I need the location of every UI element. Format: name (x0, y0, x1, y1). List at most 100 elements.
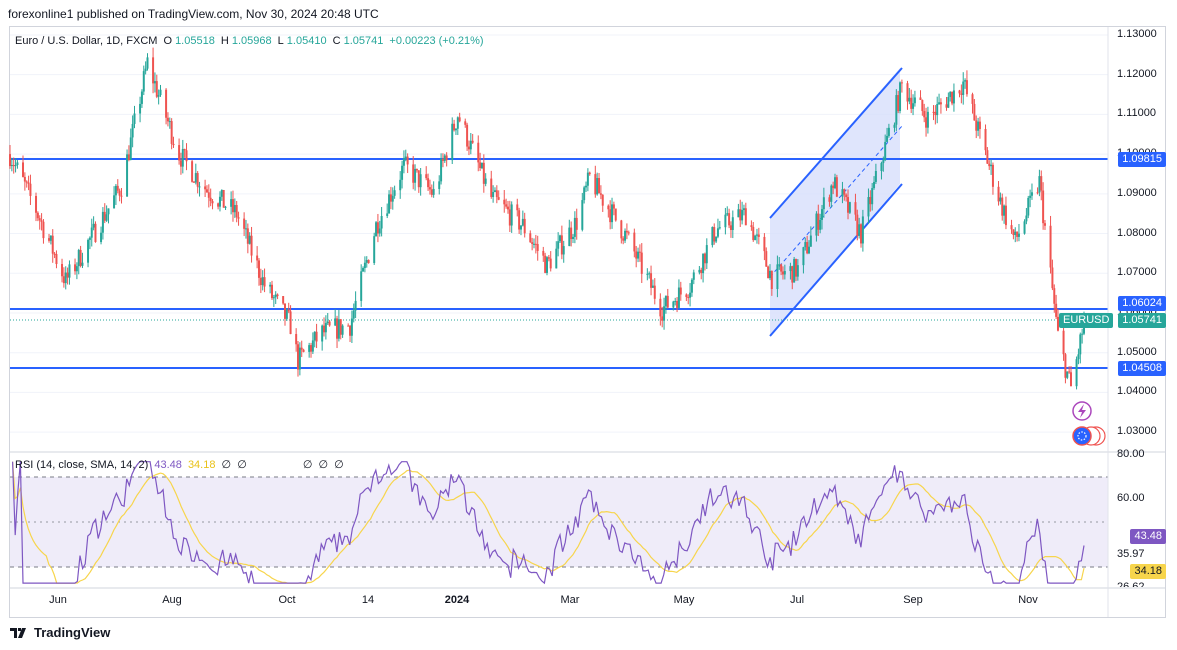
candle-body (352, 310, 355, 319)
candle-body (471, 140, 474, 143)
candle-body (744, 208, 747, 226)
candle-body (503, 199, 506, 205)
candle-body (951, 91, 954, 104)
candle-body (867, 197, 870, 217)
candle-body (482, 162, 485, 184)
events-icon[interactable] (1072, 426, 1106, 446)
candle-body (443, 155, 446, 161)
candle-body (1053, 288, 1056, 304)
candle-body (243, 218, 246, 229)
candle-body (1003, 205, 1006, 216)
candle-body (297, 344, 300, 370)
candle-body (895, 95, 898, 125)
candle-body (287, 309, 290, 312)
candle-body (1062, 330, 1065, 355)
channel-upper-line[interactable] (769, 67, 903, 219)
candle-body (1017, 233, 1020, 237)
candle-body (1010, 225, 1013, 230)
candle-body (220, 189, 223, 197)
candle-body (599, 193, 602, 195)
candle-body (365, 259, 368, 263)
candle-body (107, 208, 110, 215)
candle-body (646, 273, 649, 275)
candle-body (313, 331, 316, 341)
candle-body (469, 140, 472, 150)
candle-body (166, 117, 169, 122)
candle-body (871, 188, 874, 205)
candle-body (23, 176, 26, 182)
candle-body (518, 210, 521, 230)
rsi-legend[interactable]: RSI (14, close, SMA, 14, 2) 43.48 34.18 … (15, 458, 347, 471)
rsi-title: RSI (14, close, SMA, 14, 2) (15, 459, 149, 471)
candle-body (159, 89, 162, 96)
candle-body (101, 211, 104, 233)
close-label: C (332, 35, 341, 47)
candle-body (750, 225, 753, 227)
candle-body (598, 178, 601, 194)
level-tag-lower: 1.04508 (1118, 361, 1166, 376)
candle-body (1040, 176, 1043, 191)
candle-body (88, 237, 91, 240)
candle-body (113, 195, 116, 209)
candle-body (791, 266, 794, 283)
candle-body (505, 204, 508, 207)
candle-body (282, 296, 285, 304)
candle-body (116, 185, 119, 191)
candle-body (964, 80, 967, 82)
ascending-channel[interactable] (769, 67, 903, 337)
candle-body (555, 248, 558, 269)
candle-body (822, 197, 825, 210)
candle-body (776, 264, 779, 289)
candle-body (105, 214, 108, 221)
candle-body (716, 228, 719, 237)
candle-body (1023, 221, 1026, 234)
candle-body (583, 187, 586, 201)
candle-body (140, 91, 143, 104)
candle-body (211, 201, 214, 204)
candle-body (620, 220, 623, 239)
candle-body (480, 162, 483, 169)
candle-body (417, 170, 420, 188)
ticker-tag: EURUSD (1059, 313, 1114, 328)
candle-body (402, 158, 405, 166)
candlestick-series[interactable] (9, 47, 1085, 390)
candle-body (157, 95, 160, 97)
candle-body (40, 220, 43, 222)
candle-body (796, 265, 799, 277)
lightning-icon[interactable] (1072, 401, 1092, 421)
rsi-line[interactable] (12, 461, 1085, 585)
tradingview-logo[interactable]: TradingView (10, 625, 110, 640)
candle-body (315, 331, 318, 342)
candle-body (991, 164, 994, 187)
candle-body (404, 156, 407, 159)
candle-body (755, 234, 758, 236)
candle-body (685, 294, 688, 298)
high-label: H (220, 35, 229, 47)
candle-body (947, 97, 950, 108)
candle-body (129, 137, 132, 160)
candle-body (880, 163, 883, 171)
candle-body (677, 287, 680, 308)
candle-body (464, 121, 467, 125)
candle-body (607, 205, 610, 210)
candle-body (269, 284, 272, 287)
candle-body (64, 272, 67, 284)
candle-body (334, 318, 337, 326)
candle-body (960, 93, 963, 95)
candle-body (492, 191, 495, 197)
candle-body (692, 272, 695, 280)
candle-body (742, 208, 745, 211)
candle-body (155, 81, 158, 97)
candle-body (508, 209, 511, 226)
candle-body (380, 216, 383, 229)
low-value: 1.05410 (286, 35, 327, 47)
candle-body (1079, 334, 1082, 355)
candle-body (388, 194, 391, 214)
rsi-axis-label: 80.00 (1117, 448, 1145, 460)
candle-body (178, 145, 181, 161)
candle-body (975, 120, 978, 131)
channel-lower-line[interactable] (769, 183, 903, 337)
candle-body (542, 250, 545, 256)
